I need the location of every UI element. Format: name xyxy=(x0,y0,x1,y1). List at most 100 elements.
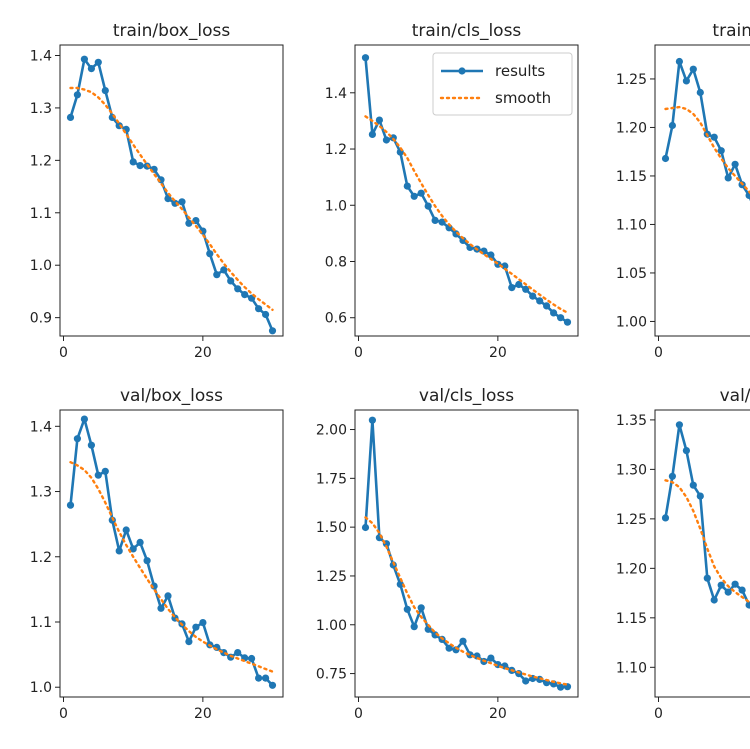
results-point xyxy=(522,285,530,293)
y-tick-label: 1.25 xyxy=(316,569,347,585)
y-tick-label: 1.0 xyxy=(30,258,52,274)
results-line xyxy=(364,418,568,689)
results-line xyxy=(69,417,274,687)
results-point xyxy=(543,302,551,310)
results-point xyxy=(424,202,432,210)
results-point xyxy=(661,154,670,163)
results-point xyxy=(227,277,235,285)
results-point xyxy=(438,218,446,226)
y-tick-label: 1.4 xyxy=(325,86,347,102)
x-tick-label: 0 xyxy=(654,706,663,722)
results-point xyxy=(731,160,739,168)
results-point xyxy=(563,318,572,326)
results-point xyxy=(185,219,193,227)
y-tick-label: 1.15 xyxy=(616,169,647,185)
results-point xyxy=(80,55,88,63)
results-point xyxy=(557,683,565,691)
y-tick-label: 1.1 xyxy=(30,206,52,222)
results-point xyxy=(94,58,102,66)
results-point xyxy=(703,574,711,582)
y-tick-label: 1.2 xyxy=(30,550,52,566)
results-point xyxy=(80,415,88,423)
results-point xyxy=(508,284,516,292)
results-point xyxy=(724,174,732,182)
results-point xyxy=(248,654,256,663)
y-tick-label: 1.05 xyxy=(616,266,647,282)
plot-area xyxy=(661,57,750,202)
results-point xyxy=(262,310,270,319)
results-line xyxy=(69,57,274,332)
results-point xyxy=(682,77,691,85)
y-tick-label: 1.75 xyxy=(316,471,347,487)
plot-area xyxy=(361,54,572,326)
results-point xyxy=(717,581,725,589)
results-point xyxy=(668,472,677,480)
results-point xyxy=(529,292,537,300)
y-tick-label: 1.0 xyxy=(325,198,347,214)
smooth-line xyxy=(69,461,274,673)
y-tick-label: 1.0 xyxy=(30,680,52,696)
axes-frame xyxy=(354,409,579,698)
x-tick-label: 0 xyxy=(59,345,68,361)
results-point xyxy=(550,309,558,317)
y-tick-label: 2.00 xyxy=(316,423,347,439)
results-point xyxy=(66,501,75,509)
results-point xyxy=(101,467,109,475)
legend-results-marker xyxy=(458,67,466,75)
x-tick-label: 0 xyxy=(654,345,663,361)
axes-frame xyxy=(654,44,750,337)
subplot-title: train/box_loss xyxy=(113,21,231,41)
y-tick-label: 1.20 xyxy=(616,120,647,136)
results-point xyxy=(661,514,670,522)
results-point xyxy=(487,251,495,259)
results-point xyxy=(164,195,172,203)
y-tick-label: 1.10 xyxy=(616,217,647,233)
axes-frame xyxy=(59,44,284,337)
y-tick-label: 1.35 xyxy=(616,413,647,429)
plot-area xyxy=(661,421,750,609)
results-point xyxy=(122,526,130,534)
axes-frame xyxy=(654,409,750,698)
y-tick-label: 0.8 xyxy=(325,254,347,270)
subplot-title: train/dfl_loss xyxy=(712,21,750,41)
subplot-title: train/cls_loss xyxy=(412,21,522,41)
y-tick-label: 1.25 xyxy=(616,72,647,88)
results-point xyxy=(241,291,249,299)
results-point xyxy=(255,674,263,682)
results-point xyxy=(717,147,725,155)
results-point xyxy=(382,136,390,144)
results-point xyxy=(94,471,102,479)
results-point xyxy=(668,121,677,130)
results-point xyxy=(268,681,277,689)
results-point xyxy=(724,588,732,596)
results-point xyxy=(368,416,376,424)
results-point xyxy=(501,262,509,270)
results-point xyxy=(403,605,411,613)
results-point xyxy=(185,638,193,646)
y-tick-label: 1.2 xyxy=(325,142,347,158)
results-point xyxy=(375,116,383,124)
results-point xyxy=(73,91,81,99)
y-tick-label: 1.20 xyxy=(616,561,647,577)
results-point xyxy=(696,492,704,500)
results-point xyxy=(73,435,81,443)
subplot-title: val/box_loss xyxy=(120,386,223,406)
results-point xyxy=(143,557,151,565)
results-point xyxy=(361,54,370,62)
y-tick-label: 1.3 xyxy=(30,485,52,501)
y-tick-label: 1.00 xyxy=(316,618,347,634)
x-tick-label: 20 xyxy=(489,345,507,361)
results-point xyxy=(66,113,75,121)
results-point xyxy=(87,65,95,73)
results-point xyxy=(268,327,277,335)
axes-frame xyxy=(59,409,284,698)
results-point xyxy=(262,674,270,682)
y-tick-label: 1.15 xyxy=(616,611,647,627)
results-line xyxy=(664,423,750,609)
subplot-4: val/cls_loss 0.75 1.00 1.25 1.50 1.75 2.00 0 20 xyxy=(316,386,579,722)
results-point xyxy=(206,250,214,258)
legend-smooth-label: smooth xyxy=(495,89,551,107)
results-point xyxy=(745,601,750,609)
y-tick-label: 1.10 xyxy=(616,660,647,676)
